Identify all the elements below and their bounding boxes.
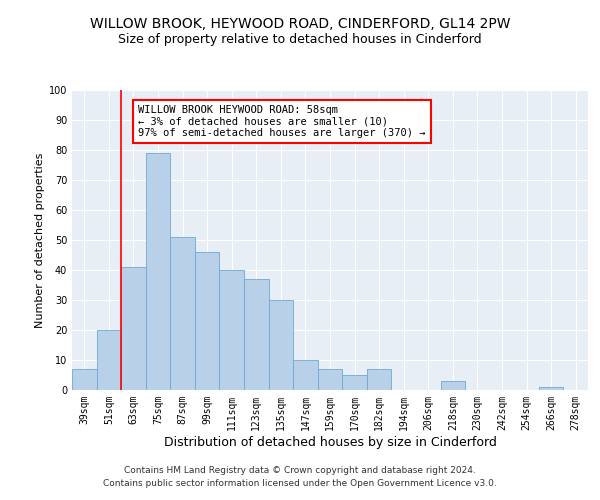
Y-axis label: Number of detached properties: Number of detached properties	[35, 152, 44, 328]
Bar	[342, 375, 367, 390]
Bar	[539, 387, 563, 390]
Bar	[244, 279, 269, 390]
Text: Contains HM Land Registry data © Crown copyright and database right 2024.
Contai: Contains HM Land Registry data © Crown c…	[103, 466, 497, 487]
Bar	[293, 360, 318, 390]
Bar	[220, 270, 244, 390]
Bar	[121, 267, 146, 390]
Text: WILLOW BROOK, HEYWOOD ROAD, CINDERFORD, GL14 2PW: WILLOW BROOK, HEYWOOD ROAD, CINDERFORD, …	[90, 18, 510, 32]
Text: Size of property relative to detached houses in Cinderford: Size of property relative to detached ho…	[118, 32, 482, 46]
Bar	[72, 369, 97, 390]
Bar	[440, 381, 465, 390]
Bar	[318, 369, 342, 390]
Bar	[170, 237, 195, 390]
Bar	[97, 330, 121, 390]
Bar	[367, 369, 391, 390]
Bar	[146, 153, 170, 390]
X-axis label: Distribution of detached houses by size in Cinderford: Distribution of detached houses by size …	[164, 436, 496, 448]
Bar	[269, 300, 293, 390]
Text: WILLOW BROOK HEYWOOD ROAD: 58sqm
← 3% of detached houses are smaller (10)
97% of: WILLOW BROOK HEYWOOD ROAD: 58sqm ← 3% of…	[139, 105, 426, 138]
Bar	[195, 252, 220, 390]
